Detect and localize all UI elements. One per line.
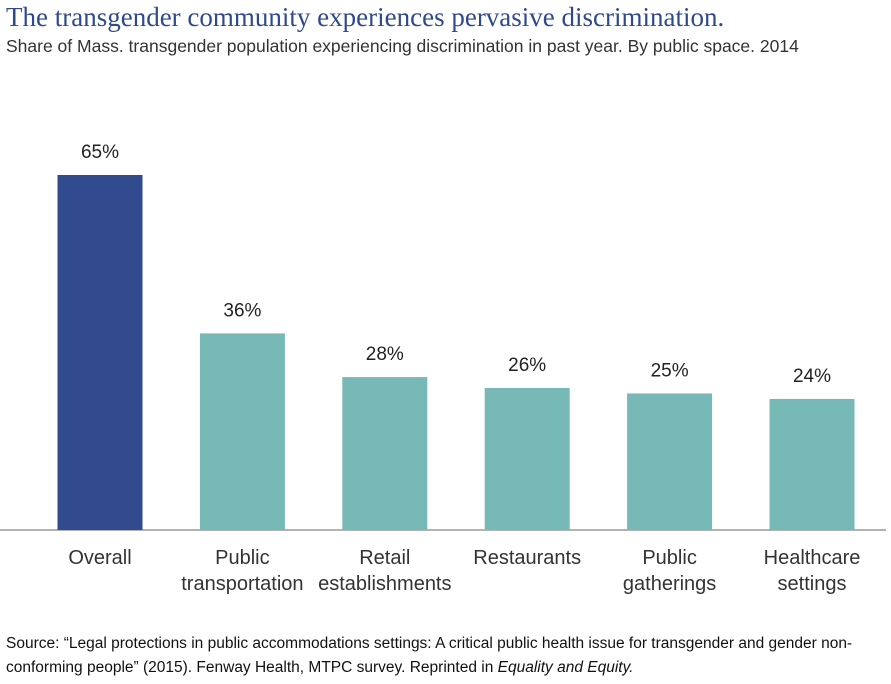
chart-title: The transgender community experiences pe…	[6, 2, 725, 32]
bar	[627, 393, 713, 530]
x-tick-label: Public gatherings	[622, 547, 717, 595]
x-tick-label: Retail establishments	[318, 547, 452, 595]
value-label: 36%	[223, 300, 261, 321]
x-tick-label: Restaurants	[473, 547, 582, 569]
bar	[769, 398, 855, 530]
value-label: 25%	[651, 360, 689, 381]
bar	[199, 333, 285, 530]
bar	[57, 175, 143, 530]
value-label: 65%	[81, 142, 119, 163]
source-italic: Equality and Equity.	[497, 659, 634, 676]
chart-subtitle: Share of Mass. transgender population ex…	[6, 36, 799, 56]
value-label: 24%	[793, 366, 831, 387]
source-note: Source: “Legal protections in public acc…	[6, 632, 886, 680]
x-tick-label: Healthcare settings	[763, 547, 861, 595]
bar	[484, 388, 570, 530]
source-text: Source: “Legal protections in public acc…	[6, 635, 853, 676]
x-tick-label: Public transportation	[181, 547, 304, 595]
value-label: 26%	[508, 355, 546, 376]
x-tick-label: Overall	[68, 547, 132, 569]
value-label: 28%	[366, 344, 404, 365]
bar	[342, 377, 428, 530]
